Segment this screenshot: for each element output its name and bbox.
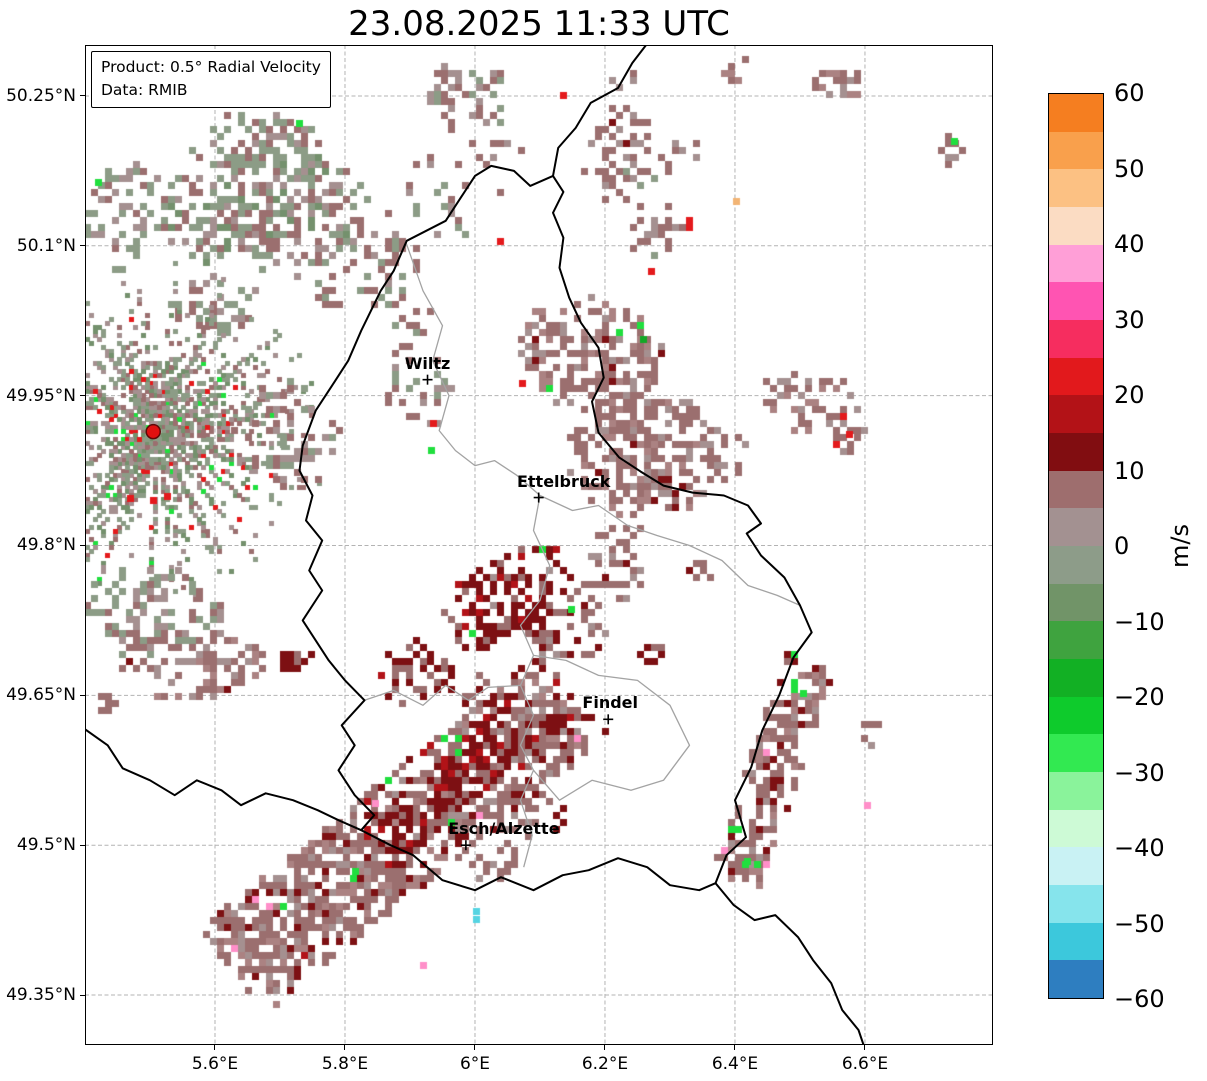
lat-tick-label: 49.65°N <box>6 685 76 706</box>
colorbar-segment <box>1049 357 1103 396</box>
colorbar-unit-label: m/s <box>1166 524 1194 568</box>
lon-tick-label: 5.8°E <box>321 1054 369 1074</box>
colorbar-tick-label: −20 <box>1114 683 1165 711</box>
lat-tick-label: 49.95°N <box>6 385 76 406</box>
colorbar-segment <box>1049 885 1103 923</box>
lon-tickmark <box>604 1045 606 1050</box>
colorbar-tick-label: −30 <box>1114 758 1165 787</box>
lat-tickmark <box>80 544 85 546</box>
region-border <box>533 654 691 801</box>
lat-tick-label: 50.25°N <box>6 85 76 106</box>
city-label: Wiltz <box>404 353 451 373</box>
colorbar-segment <box>1049 809 1103 848</box>
lon-tickmark <box>864 1045 866 1050</box>
colorbar-segment <box>1049 546 1103 584</box>
lon-tickmark <box>474 1045 476 1050</box>
figure-title: 23.08.2025 11:33 UTC <box>348 4 730 44</box>
lat-tick-label: 50.1°N <box>16 235 76 256</box>
colorbar-segment <box>1049 433 1103 471</box>
colorbar-tick-label: 60 <box>1114 79 1145 107</box>
colorbar-tick-label: 20 <box>1114 381 1145 409</box>
colorbar-segment <box>1049 621 1103 660</box>
lon-tickmark <box>214 1045 216 1050</box>
city-label: Esch/Alzette <box>448 819 560 839</box>
product-info-line: Product: 0.5° Radial Velocity <box>101 58 321 76</box>
lon-tick-label: 5.6°E <box>191 1054 239 1074</box>
city-label: Findel <box>582 693 639 713</box>
lon-tick-label: 6.4°E <box>711 1054 759 1074</box>
colorbar-tick-label: 50 <box>1114 154 1145 183</box>
radar-velocity-canvas <box>85 45 993 1045</box>
country-border <box>85 727 362 832</box>
colorbar-segment <box>1049 94 1103 132</box>
lat-tickmark <box>80 844 85 846</box>
country-border <box>552 45 648 177</box>
region-border <box>519 495 551 868</box>
colorbar-segment <box>1049 772 1103 810</box>
country-border <box>714 882 865 1045</box>
data-source-line: Data: RMIB <box>101 81 188 100</box>
product-info-box: Product: 0.5° Radial Velocity Data: RMIB <box>91 51 331 108</box>
colorbar-segment <box>1049 320 1103 358</box>
lat-tickmark <box>80 994 85 996</box>
country-border <box>298 164 813 892</box>
colorbar-tick-label: −40 <box>1114 834 1165 862</box>
lat-tick-label: 49.5°N <box>16 835 76 856</box>
colorbar-segment <box>1049 696 1103 735</box>
lat-tickmark <box>80 395 85 397</box>
lon-tickmark <box>344 1045 346 1050</box>
colorbar-segment <box>1049 847 1103 886</box>
map-plot-area <box>85 45 993 1045</box>
colorbar-segment <box>1049 131 1103 170</box>
lat-tick-label: 49.8°N <box>16 535 76 556</box>
lon-tickmark <box>734 1045 736 1050</box>
region-border <box>404 240 541 496</box>
colorbar-segment <box>1049 395 1103 434</box>
colorbar-segment <box>1049 583 1103 622</box>
colorbar-segment <box>1049 169 1103 208</box>
lat-tickmark <box>80 245 85 247</box>
colorbar <box>1048 93 1104 999</box>
region-border <box>364 684 521 706</box>
colorbar-segment <box>1049 244 1103 283</box>
colorbar-tick-label: −60 <box>1114 985 1165 1013</box>
lat-tickmark <box>80 95 85 97</box>
colorbar-segment <box>1049 734 1103 773</box>
lat-tickmark <box>80 694 85 696</box>
colorbar-segment <box>1049 282 1103 321</box>
colorbar-segment <box>1049 470 1103 509</box>
colorbar-segment <box>1049 922 1103 961</box>
colorbar-tick-label: 0 <box>1114 532 1130 560</box>
colorbar-segment <box>1049 508 1103 547</box>
colorbar-segment <box>1049 960 1103 999</box>
radar-site-marker <box>145 423 161 440</box>
lon-tick-label: 6°E <box>459 1054 490 1074</box>
colorbar-tick-label: 10 <box>1114 456 1145 485</box>
colorbar-segment <box>1049 659 1103 697</box>
lon-tick-label: 6.6°E <box>841 1054 889 1074</box>
colorbar-tick-label: −10 <box>1114 607 1165 636</box>
colorbar-tick-label: 40 <box>1114 230 1145 258</box>
colorbar-tick-label: 30 <box>1114 305 1145 334</box>
lat-tick-label: 49.35°N <box>6 985 76 1006</box>
colorbar-tick-label: −50 <box>1114 909 1165 938</box>
colorbar-segment <box>1049 207 1103 245</box>
region-border <box>539 494 801 606</box>
lon-tick-label: 6.2°E <box>581 1054 629 1074</box>
city-label: Ettelbruck <box>516 471 611 491</box>
borders-layer <box>85 45 865 1045</box>
